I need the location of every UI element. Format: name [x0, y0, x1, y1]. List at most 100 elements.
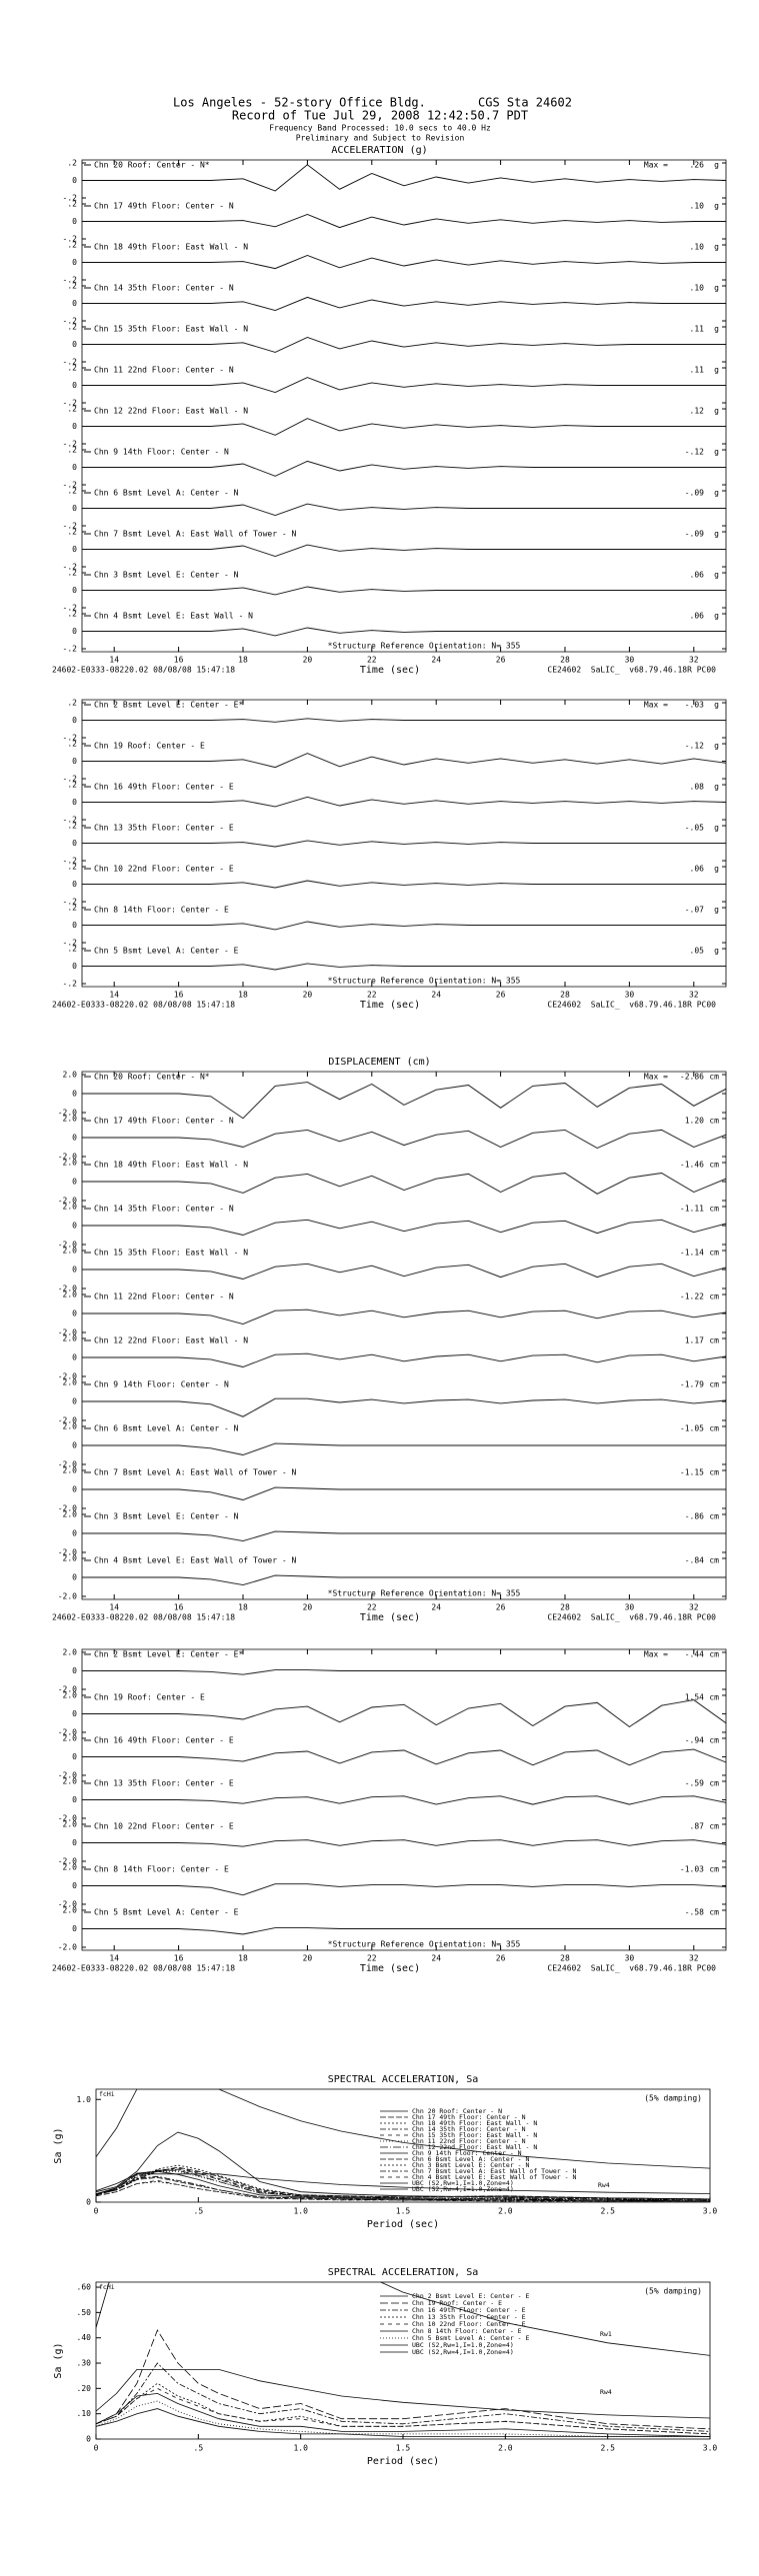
peak-value: -1.14 — [680, 1249, 704, 1258]
y-tick-label: 0 — [72, 1529, 77, 1538]
orientation-note: *Structure Reference Orientation: N= 355 — [328, 1940, 521, 1949]
peak-value: -1.11 — [680, 1205, 704, 1214]
y-tick-label: .50 — [77, 2308, 92, 2317]
peak-value: .06 — [690, 571, 705, 580]
footer-version: CE24602 SaLIC_ v68.79.46.18R PC00 — [547, 1964, 716, 1973]
peak-unit: g — [714, 366, 719, 375]
max-prefix: Max = — [644, 1073, 668, 1082]
channel-label: Chn 9 14th Floor: Center - N — [94, 448, 229, 457]
legend-label: Chn 15 35th Floor: East Wall - N — [412, 2131, 537, 2139]
y-tick-label: 2.0 — [63, 1115, 78, 1124]
y-tick-label: 0 — [72, 217, 77, 226]
trace-line — [82, 1219, 727, 1236]
peak-value: -1.15 — [680, 1468, 704, 1477]
x-tick-label: 0 — [94, 2444, 99, 2453]
peak-unit: cm — [709, 1468, 719, 1477]
y-tick-label: .2 — [67, 863, 77, 872]
y-tick-label: .2 — [67, 822, 77, 831]
y-tick-label: 2.0 — [63, 1334, 78, 1343]
x-tick-label: 26 — [496, 656, 506, 665]
peak-unit: cm — [709, 1865, 719, 1874]
peak-value: -.12 — [685, 448, 704, 457]
x-tick-label: 22 — [367, 1603, 377, 1612]
peak-unit: cm — [709, 1512, 719, 1521]
y-tick-label: .2 — [67, 569, 77, 578]
spectrum-line — [96, 2131, 710, 2200]
y-tick-label: -.2 — [63, 399, 78, 408]
y-tick-label: 1.0 — [77, 2095, 92, 2104]
chart-title: SPECTRAL ACCELERATION, Sa — [328, 2267, 479, 2278]
header-record: Record of Tue Jul 29, 2008 12:42:50.7 PD… — [232, 109, 528, 123]
y-tick-label: -2.0 — [58, 1109, 77, 1118]
peak-value: -.03 — [685, 701, 704, 710]
x-tick-label: 3.0 — [703, 2207, 718, 2216]
y-tick-label: .2 — [67, 323, 77, 332]
x-tick-label: 16 — [174, 1603, 184, 1612]
trace-line — [82, 1263, 727, 1280]
channel-label: Chn 11 22nd Floor: Center - N — [94, 366, 234, 375]
x-tick-label: 32 — [689, 1954, 699, 1963]
footer-id: 24602-E0333-08220.02 08/08/08 15:47:18 — [52, 1613, 235, 1622]
x-axis-label: Time (sec) — [360, 1612, 420, 1623]
x-tick-label: 2.5 — [600, 2207, 615, 2216]
y-tick-label: -.2 — [63, 645, 78, 654]
peak-value: -.05 — [685, 824, 704, 833]
y-tick-label: 2.0 — [63, 1691, 78, 1700]
x-tick-label: 26 — [496, 1954, 506, 1963]
y-tick-label: 0 — [72, 798, 77, 807]
channel-label: Chn 19 Roof: Center - E — [94, 1693, 205, 1702]
trace-line — [82, 460, 726, 477]
x-tick-label: 28 — [560, 991, 570, 1000]
x-tick-label: 30 — [625, 1954, 635, 1963]
y-tick-label: 2.0 — [63, 1422, 78, 1431]
legend-label: UBC (S2,Rw=4,I=1.0,Zone=4) — [412, 2348, 514, 2356]
channel-label: Chn 17 49th Floor: Center - N — [94, 202, 234, 211]
y-tick-label: -2.0 — [58, 1504, 77, 1513]
y-tick-label: 0 — [72, 1573, 77, 1582]
channel-label: Chn 3 Bsmt Level E: Center - N — [94, 1512, 239, 1521]
y-tick-label: 0 — [72, 1838, 77, 1847]
channel-label: Chn 2 Bsmt Level E: Center - E* — [94, 701, 243, 710]
trace-line — [82, 214, 726, 229]
channel-label: Chn 10 22nd Floor: Center - E — [94, 865, 234, 874]
y-tick-label: 0 — [72, 716, 77, 725]
y-tick-label: -.2 — [63, 604, 78, 613]
peak-value: .10 — [690, 243, 705, 252]
y-tick-label: -.2 — [63, 734, 78, 743]
peak-unit: g — [714, 489, 719, 498]
peak-value: -2.86 — [680, 1073, 704, 1082]
channel-label: Chn 8 14th Floor: Center - E — [94, 906, 229, 915]
footer-version: CE24602 SaLIC_ v68.79.46.18R PC00 — [547, 1001, 716, 1010]
channel-label: Chn 13 35th Floor: Center - E — [94, 1779, 234, 1788]
y-tick-label: 0 — [86, 2435, 91, 2444]
x-tick-label: 1.5 — [396, 2444, 411, 2453]
peak-unit: g — [714, 865, 719, 874]
x-tick-label: 30 — [625, 991, 635, 1000]
peak-value: .08 — [690, 783, 705, 792]
y-tick-label: 0 — [72, 1485, 77, 1494]
y-tick-label: .2 — [67, 740, 77, 749]
y-tick-label: 0 — [72, 839, 77, 848]
y-tick-label: 2.0 — [63, 1071, 78, 1080]
y-tick-label: 0 — [72, 1397, 77, 1406]
peak-unit: cm — [709, 1117, 719, 1126]
x-axis-label: Time (sec) — [360, 1963, 420, 1974]
channel-label: Chn 6 Bsmt Level A: Center - N — [94, 489, 239, 498]
x-tick-label: 2.0 — [498, 2207, 513, 2216]
trace-line — [82, 1352, 727, 1367]
legend-label: UBC (S2,Rw=1,I=1.0,Zone=4) — [412, 2179, 514, 2187]
trace-line — [82, 1699, 727, 1728]
orientation-note: *Structure Reference Orientation: N= 355 — [328, 642, 521, 651]
x-tick-label: 30 — [625, 1603, 635, 1612]
peak-value: -1.46 — [680, 1161, 704, 1170]
peak-unit: cm — [709, 1556, 719, 1565]
x-tick-label: 16 — [174, 656, 184, 665]
x-tick-label: 28 — [560, 1954, 570, 1963]
y-tick-label: -.2 — [63, 898, 78, 907]
x-tick-label: 2.5 — [600, 2444, 615, 2453]
peak-unit: cm — [709, 1693, 719, 1702]
spectrum-line — [96, 2400, 710, 2437]
y-tick-label: 0 — [72, 757, 77, 766]
y-tick-label: -.2 — [63, 857, 78, 866]
